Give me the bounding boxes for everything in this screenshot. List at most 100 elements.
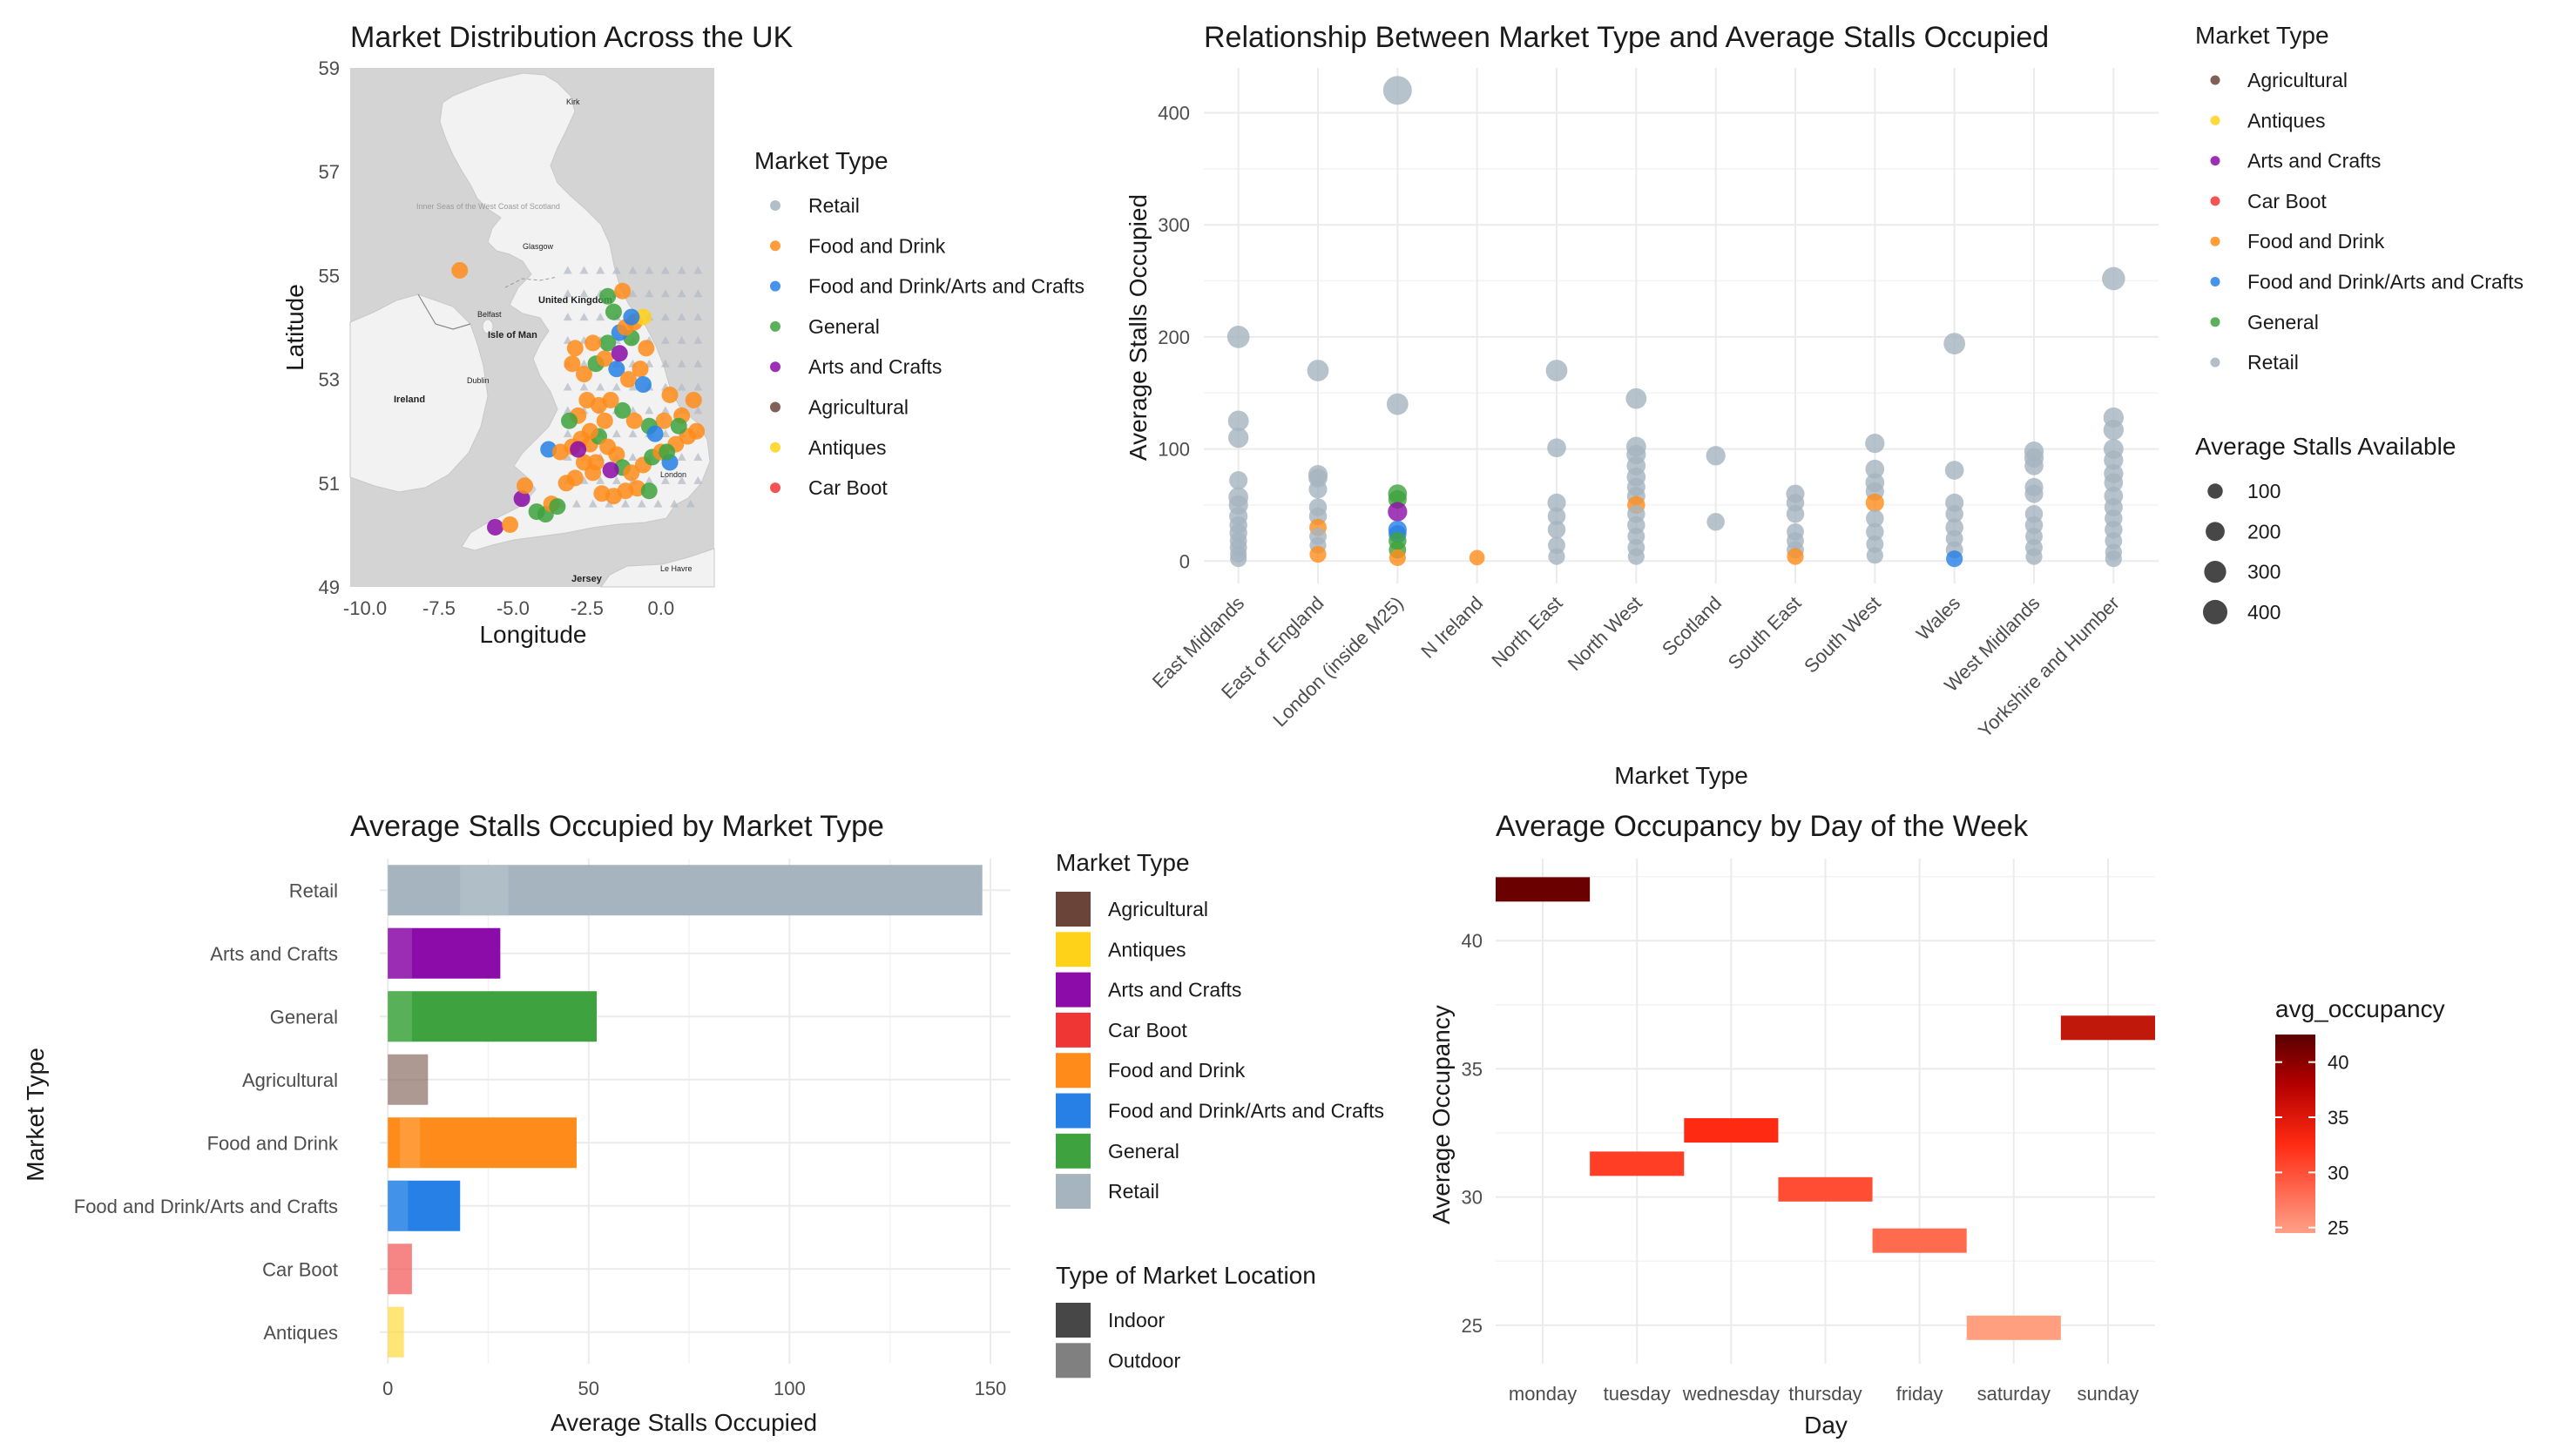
map-x-axis-title: Longitude <box>479 621 586 648</box>
scatter-point-retail <box>1627 548 1645 565</box>
scatter-point-food-and-drink <box>1309 545 1327 563</box>
bar-segment-food-and-drink-arts-and-crafts <box>388 1180 409 1231</box>
map-legend-key-antiques <box>770 442 780 453</box>
map-y-tick-label: 49 <box>319 576 340 598</box>
map-grid-marker <box>660 475 670 484</box>
scatter-x-tick-label: N Ireland <box>1416 592 1487 663</box>
map-y-tick-label: 57 <box>319 161 340 183</box>
scatter-size-legend-label: 300 <box>2247 561 2281 583</box>
map-x-tick-label: -10.0 <box>343 597 387 619</box>
scatter-legend-key-general <box>2210 317 2220 327</box>
map-label-london: London <box>660 470 686 479</box>
bar-legend-title: Market Type <box>1056 849 1190 876</box>
map-point-food-and-drink <box>638 340 655 357</box>
scatter-x-tick-label: Yorkshire and Humber <box>1974 592 2124 742</box>
scatter-point-retail <box>1229 471 1248 490</box>
bar-legend-label: Food and Drink <box>1108 1059 1246 1082</box>
scatter-x-tick-label: Wales <box>1912 592 1964 644</box>
map-point-food-and-drink-arts-and-crafts <box>608 361 625 378</box>
map-grid-marker <box>670 499 679 508</box>
scatter-point-retail <box>1547 507 1566 526</box>
map-grid-marker <box>693 359 703 367</box>
bar-legend-label: Arts and Crafts <box>1108 979 1241 1001</box>
map-grid-marker <box>588 499 598 508</box>
map-legend-label: Antiques <box>808 436 887 459</box>
map-point-general <box>599 287 617 305</box>
scatter-point-retail <box>1866 522 1884 542</box>
heatmap-colorbar-label: 40 <box>2328 1052 2348 1074</box>
scatter-point-food-and-drink <box>1389 549 1406 566</box>
map-grid-marker <box>612 382 621 391</box>
scatter-x-tick-label: South East <box>1724 592 1806 674</box>
scatter-point-retail <box>1547 493 1566 512</box>
scatter-point-retail <box>2104 450 2124 470</box>
map-grid-marker <box>563 266 572 274</box>
map-point-food-and-drink <box>581 422 598 440</box>
scatter-x-axis-title: Market Type <box>1614 762 1748 789</box>
scatter-point-retail <box>1866 509 1884 528</box>
bar-y-tick-label: Arts and Crafts <box>210 943 338 965</box>
scatter-y-tick-label: 100 <box>1158 439 1190 461</box>
map-grid-marker <box>628 289 638 298</box>
scatter-point-retail <box>1226 326 1250 348</box>
scatter-point-arts-and-crafts <box>1388 502 1408 522</box>
map-grid-marker <box>628 453 638 461</box>
scatter-legend-label: General <box>2247 311 2319 334</box>
map-grid-marker <box>596 266 605 274</box>
scatter-legend-key-arts-and-crafts <box>2210 156 2220 166</box>
heatmap-x-tick-label: monday <box>1509 1383 1577 1405</box>
map-grid-marker <box>660 406 670 415</box>
map-grid-marker <box>579 266 589 274</box>
map-grid-marker <box>677 313 686 321</box>
map-grid-marker <box>660 335 670 344</box>
heatmap-colorbar-label: 25 <box>2328 1217 2348 1239</box>
scatter-legend-key-retail <box>2210 357 2220 367</box>
scatter-legend-key-antiques <box>2210 115 2220 125</box>
map-legend-label: Food and Drink/Arts and Crafts <box>808 275 1085 298</box>
scatter-point-retail <box>1706 446 1726 466</box>
map-grid-marker <box>563 382 572 391</box>
bar-panel: Average Stalls Occupied by Market Type R… <box>22 810 1384 1436</box>
map-grid-marker <box>612 429 621 438</box>
scatter-grid <box>1204 68 2159 583</box>
scatter-point-food-and-drink <box>1865 493 1884 512</box>
map-grid-marker <box>653 499 663 508</box>
isle-of-man-shape <box>482 319 494 334</box>
heatmap-x-axis-title: Day <box>1804 1412 1848 1439</box>
map-point-food-and-drink <box>517 477 534 495</box>
bar-y-tick-label: Food and Drink <box>207 1132 339 1154</box>
map-grid-marker <box>596 313 605 321</box>
ni-border-line <box>417 293 471 330</box>
bar-segment-arts-and-crafts <box>388 927 501 979</box>
bar-segment-overlay-general <box>388 991 412 1042</box>
scatter-point-retail <box>1944 461 1964 480</box>
heatmap-x-ticks: monday tuesday wednesday thursday friday satu… <box>1509 1383 2139 1405</box>
map-legend-label: Retail <box>808 194 860 217</box>
map-grid-marker <box>612 475 621 484</box>
map-grid-marker <box>612 266 621 274</box>
scatter-point-retail <box>1548 548 1565 565</box>
scatter-point-retail <box>2102 266 2125 291</box>
scatter-x-tick-label: London (inside M25) <box>1268 592 1408 731</box>
map-point-food-and-drink <box>502 516 519 533</box>
scotland-border-line <box>504 276 558 288</box>
scatter-size-legend-key <box>2206 522 2225 542</box>
scatter-size-legend-key <box>2207 483 2223 499</box>
map-grid-marker <box>677 453 686 461</box>
map-point-food-and-drink <box>614 282 632 300</box>
scatter-legend-label: Food and Drink/Arts and Crafts <box>2247 271 2524 293</box>
map-grid-marker <box>579 289 589 298</box>
map-point-general <box>560 412 578 429</box>
scatter-point-retail <box>2104 473 2124 493</box>
scatter-y-tick-label: 200 <box>1158 327 1190 348</box>
heatmap-y-tick-label: 35 <box>1462 1058 1483 1080</box>
scatter-x-tick-label: North West <box>1564 592 1646 675</box>
map-label-le-havre: Le Havre <box>660 564 693 573</box>
scatter-size-legend-key <box>2202 599 2228 624</box>
bar-segment-general <box>388 991 598 1042</box>
bar-legend-key-agricultural <box>1056 892 1091 927</box>
bar-y-axis-title: Market Type <box>22 1048 49 1182</box>
bar-segment-overlay-antiques <box>388 1306 404 1358</box>
bar-y-tick-label: Car Boot <box>262 1258 338 1280</box>
map-legend-label: Arts and Crafts <box>808 355 942 378</box>
